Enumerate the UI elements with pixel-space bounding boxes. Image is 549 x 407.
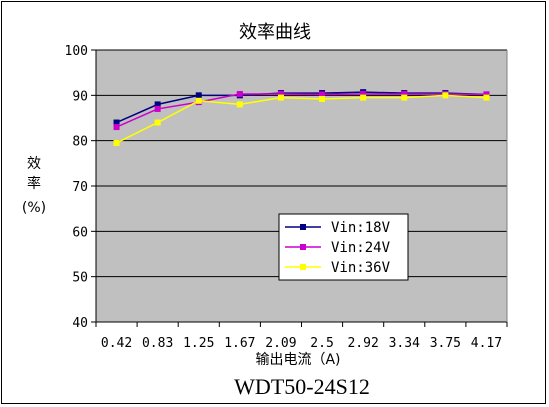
- model-label: WDT50-24S12: [234, 374, 370, 399]
- x-tick-label: 2.92: [347, 336, 378, 351]
- chart-title: 效率曲线: [239, 22, 311, 43]
- axes: [95, 50, 508, 327]
- x-tick-label: 0.83: [142, 336, 173, 351]
- data-point: [483, 94, 490, 101]
- y-tick-labels: 40 50 60 70 80 90 100: [65, 44, 88, 331]
- series-line-vin18v: [116, 91, 487, 124]
- y-tick-label: 100: [65, 44, 88, 59]
- legend-label: Vin:36V: [331, 260, 391, 276]
- data-point: [195, 97, 202, 104]
- data-point: [360, 94, 367, 101]
- x-tick-label: 1.25: [183, 336, 214, 351]
- y-axis-label-line-3: (%): [22, 200, 46, 216]
- x-tick-label: 3.34: [389, 336, 420, 351]
- data-point: [277, 94, 284, 101]
- x-tick-label: 2.09: [265, 336, 296, 351]
- data-point: [236, 90, 243, 97]
- x-tick-label: 0.42: [101, 336, 132, 351]
- legend-label: Vin:24V: [331, 240, 391, 256]
- x-tick-labels: 0.42 0.83 1.25 1.67 2.09 2.5 2.92 3.34 3.75 4.17: [101, 336, 502, 351]
- legend-label: Vin:18V: [331, 220, 391, 236]
- series-line-vin36v: [116, 94, 487, 144]
- y-axis-label-line-2: 率: [27, 175, 41, 192]
- y-tick-label: 80: [72, 135, 88, 150]
- y-axis-label: 效 率 (%): [22, 156, 46, 216]
- y-tick-label: 70: [72, 180, 88, 195]
- data-point: [154, 119, 161, 126]
- x-tick-label: 3.75: [430, 336, 461, 351]
- data-point: [236, 101, 243, 108]
- data-point: [113, 124, 120, 131]
- legend-swatch-marker: [300, 244, 306, 250]
- data-point: [442, 92, 449, 99]
- y-tick-label: 90: [72, 89, 88, 104]
- data-point: [401, 94, 408, 101]
- legend-swatch-marker: [300, 224, 306, 230]
- y-axis-label-line-1: 效: [27, 156, 41, 172]
- y-tick-label: 40: [72, 316, 88, 331]
- y-tick-label: 60: [72, 225, 88, 240]
- x-tick-label: 1.67: [224, 336, 255, 351]
- data-point: [154, 105, 161, 112]
- legend-swatch-marker: [300, 264, 306, 270]
- legend: Vin:18V Vin:24V Vin:36V: [278, 213, 409, 281]
- x-tick-label: 4.17: [471, 336, 502, 351]
- data-point: [195, 92, 202, 99]
- x-axis-label: 输出电流（A): [255, 352, 340, 368]
- data-point: [319, 95, 326, 102]
- y-tick-label: 50: [72, 271, 88, 286]
- x-tick-label: 2.5: [310, 336, 333, 351]
- data-point: [113, 139, 120, 146]
- series-line-vin24v: [116, 93, 487, 128]
- data-series: [113, 89, 490, 146]
